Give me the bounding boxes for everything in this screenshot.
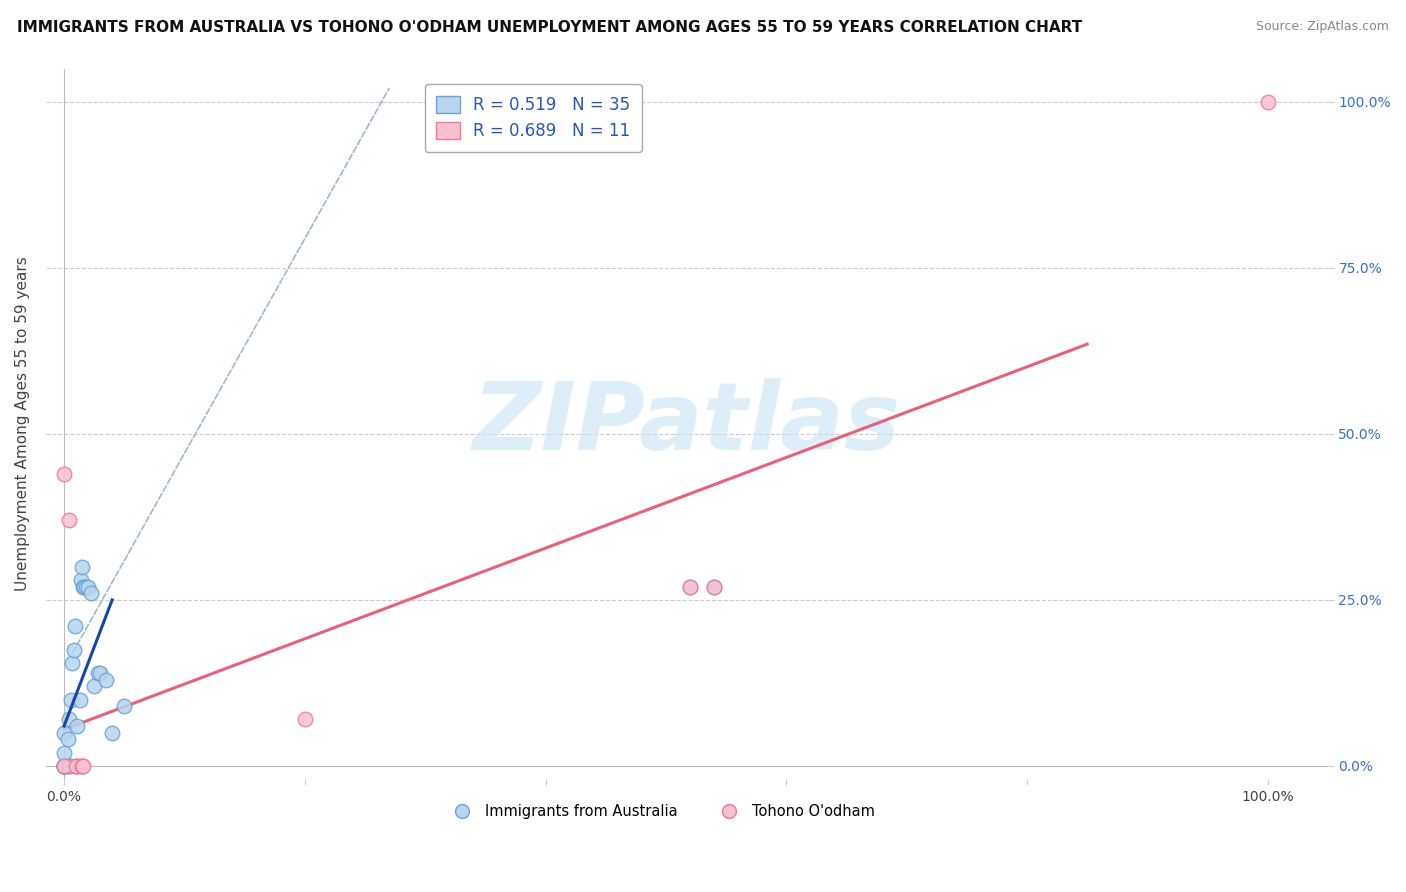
- Point: [53, 759, 76, 773]
- Point: [70, 573, 93, 587]
- Point: [62, 642, 84, 657]
- Point: [679, 580, 702, 594]
- Point: [56, 759, 79, 773]
- Point: [62, 656, 84, 670]
- Point: [703, 580, 725, 594]
- Text: Source: ZipAtlas.com: Source: ZipAtlas.com: [1256, 20, 1389, 33]
- Point: [53, 746, 76, 760]
- Point: [70, 759, 93, 773]
- Point: [77, 580, 100, 594]
- Point: [58, 713, 80, 727]
- Point: [63, 619, 86, 633]
- Point: [73, 580, 96, 594]
- Point: [53, 467, 76, 481]
- Point: [65, 759, 87, 773]
- Point: [53, 725, 76, 739]
- Point: [60, 692, 83, 706]
- Point: [53, 759, 76, 773]
- Point: [72, 759, 94, 773]
- Point: [53, 759, 76, 773]
- Point: [89, 665, 111, 680]
- Point: [703, 580, 725, 594]
- Point: [58, 513, 80, 527]
- Point: [87, 665, 110, 680]
- Point: [66, 719, 89, 733]
- Point: [79, 586, 101, 600]
- Point: [294, 713, 316, 727]
- Point: [96, 673, 118, 687]
- Point: [53, 759, 76, 773]
- Point: [59, 759, 82, 773]
- Point: [679, 580, 702, 594]
- Point: [112, 699, 135, 714]
- Point: [69, 692, 91, 706]
- Y-axis label: Unemployment Among Ages 55 to 59 years: Unemployment Among Ages 55 to 59 years: [15, 257, 30, 591]
- Point: [101, 725, 124, 739]
- Point: [53, 759, 76, 773]
- Point: [70, 759, 93, 773]
- Point: [67, 759, 90, 773]
- Text: IMMIGRANTS FROM AUSTRALIA VS TOHONO O'ODHAM UNEMPLOYMENT AMONG AGES 55 TO 59 YEA: IMMIGRANTS FROM AUSTRALIA VS TOHONO O'OD…: [17, 20, 1083, 35]
- Point: [53, 759, 76, 773]
- Point: [65, 759, 87, 773]
- Legend: Immigrants from Australia, Tohono O'odham: Immigrants from Australia, Tohono O'odha…: [441, 798, 882, 825]
- Point: [70, 559, 93, 574]
- Point: [1257, 95, 1279, 109]
- Text: ZIPatlas: ZIPatlas: [472, 378, 901, 470]
- Point: [56, 732, 79, 747]
- Point: [75, 580, 97, 594]
- Point: [72, 580, 94, 594]
- Point: [53, 759, 76, 773]
- Point: [83, 679, 105, 693]
